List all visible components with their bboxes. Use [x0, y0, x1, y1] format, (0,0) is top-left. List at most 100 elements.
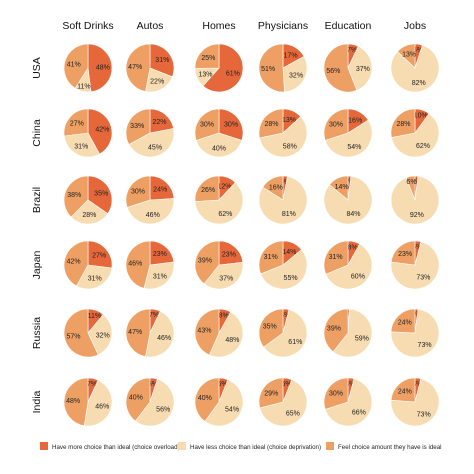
- pct-label-india-soft-drinks-s1: 46%: [95, 404, 109, 411]
- row-label-russia: Russia: [31, 317, 43, 349]
- pie-slice-india-jobs-s1: [390, 378, 440, 427]
- pie-russia-education: 1% 59% 39%: [323, 308, 373, 358]
- pct-label-usa-autos-s0: 31%: [155, 57, 169, 64]
- pie-slice-japan-jobs-s1: [390, 241, 440, 290]
- pie-slice-china-jobs-s1: [391, 113, 440, 158]
- pct-label-china-physicians-s2: 28%: [264, 121, 278, 128]
- legend-label-2: Feel choice amount they have is ideal: [338, 444, 442, 451]
- legend-swatch-2: [326, 442, 334, 450]
- pct-label-japan-physicians-s2: 31%: [264, 254, 278, 261]
- pies: 48% 11% 41% 31% 22% 47% 61% 13% 25% 17% 32% 51% 7% 37…: [63, 43, 440, 427]
- pct-label-russia-autos-s1: 46%: [157, 335, 171, 342]
- row-label-japan: Japan: [31, 251, 43, 280]
- pct-label-japan-soft-drinks-s0: 27%: [92, 253, 106, 260]
- legend-swatch-0: [40, 442, 48, 450]
- pie-russia-homes: 8% 48% 43%: [194, 308, 244, 358]
- pct-label-china-jobs-s1: 62%: [416, 143, 430, 150]
- legend: Have more choice than ideal (choice over…: [40, 442, 442, 451]
- pct-label-japan-autos-s0: 23%: [153, 251, 167, 258]
- pie-slice-russia-soft-drinks-s1: [87, 314, 113, 356]
- pie-slice-india-homes-s1: [204, 379, 244, 427]
- pie-slice-usa-homes-s0: [202, 43, 244, 93]
- pie-brazil-jobs: 2% 92% 6%: [390, 175, 440, 225]
- pct-label-china-soft-drinks-s0: 42%: [95, 127, 109, 134]
- pie-slice-china-autos-s2: [125, 108, 151, 145]
- pct-label-usa-jobs-s0: 5%: [413, 47, 423, 54]
- pie-slice-china-education-s1: [324, 119, 373, 158]
- pct-label-china-soft-drinks-s1: 31%: [74, 144, 88, 151]
- pie-slice-japan-autos-s1: [143, 261, 175, 290]
- pct-label-japan-jobs-s2: 23%: [398, 251, 412, 258]
- pie-slice-china-homes-s2: [194, 108, 220, 141]
- pct-label-russia-homes-s1: 48%: [225, 337, 239, 344]
- pie-slice-india-jobs-s2: [390, 377, 416, 403]
- pie-slice-russia-homes-s1: [208, 311, 244, 358]
- pct-label-usa-education-s2: 56%: [326, 68, 340, 75]
- pie-japan-physicians: 14% 55% 31%: [258, 240, 308, 290]
- pct-label-china-autos-s1: 45%: [148, 144, 162, 151]
- pie-slice-india-autos-s1: [134, 378, 175, 427]
- pie-slice-usa-physicians-s1: [282, 56, 308, 93]
- pie-slice-usa-autos-s1: [145, 67, 173, 93]
- pie-japan-education: 8% 60% 31%: [323, 240, 373, 290]
- pie-slice-china-soft-drinks-s0: [87, 108, 113, 155]
- pie-slice-usa-education-s1: [347, 45, 373, 91]
- pie-usa-homes: 61% 13% 25%: [194, 43, 244, 93]
- pct-label-india-education-s1: 66%: [352, 410, 366, 417]
- pie-slice-china-autos-s1: [128, 128, 175, 158]
- pct-label-usa-education-s0: 7%: [347, 47, 357, 54]
- pct-label-japan-autos-s2: 46%: [128, 261, 142, 268]
- pie-slice-japan-education-s2: [323, 240, 349, 275]
- pct-label-usa-education-s1: 37%: [356, 66, 370, 73]
- pct-label-brazil-homes-s1: 62%: [218, 211, 232, 218]
- pie-china-soft-drinks: 42% 31% 27%: [63, 108, 113, 158]
- pct-label-russia-education-s1: 59%: [355, 336, 369, 343]
- pct-label-brazil-autos-s0: 24%: [153, 187, 167, 194]
- pct-label-china-physicians-s1: 58%: [283, 144, 297, 151]
- pie-slice-japan-homes-s0: [218, 240, 244, 266]
- pie-slice-brazil-soft-drinks-s2: [63, 175, 89, 218]
- pct-label-india-soft-drinks-s0: 7%: [87, 381, 97, 388]
- pie-japan-homes: 23% 37% 39%: [194, 240, 244, 290]
- pct-label-brazil-autos-s2: 30%: [131, 189, 145, 196]
- pct-label-usa-physicians-s0: 17%: [284, 53, 298, 60]
- pct-label-india-physicians-s2: 29%: [264, 390, 278, 397]
- pie-india-education: 4% 66% 30%: [323, 377, 373, 427]
- pct-label-brazil-autos-s1: 46%: [146, 212, 160, 219]
- pie-slice-japan-jobs-s2: [390, 240, 416, 266]
- pct-label-india-homes-s0: 6%: [217, 381, 227, 388]
- pct-label-japan-education-s2: 31%: [329, 254, 343, 261]
- pie-slice-russia-jobs-s2: [390, 308, 416, 334]
- pie-slice-japan-homes-s2: [194, 240, 220, 285]
- pct-label-china-education-s1: 54%: [347, 144, 361, 151]
- pie-russia-autos: 7% 46% 47%: [125, 308, 175, 358]
- pie-slice-india-soft-drinks-s2: [63, 377, 89, 427]
- pct-label-brazil-soft-drinks-s0: 35%: [94, 191, 108, 198]
- pct-label-usa-soft-drinks-s1: 11%: [77, 84, 91, 91]
- pie-japan-autos: 23% 31% 46%: [125, 240, 175, 290]
- pct-label-india-physicians-s0: 6%: [281, 381, 291, 388]
- pie-slice-china-jobs-s2: [390, 108, 416, 138]
- row-label-brazil: Brazil: [31, 187, 43, 213]
- row-label-china: China: [31, 119, 43, 147]
- column-label-soft-drinks: Soft Drinks: [62, 20, 113, 32]
- pct-label-brazil-education-s2: 14%: [335, 184, 349, 191]
- pie-slice-brazil-autos-s1: [126, 198, 175, 225]
- pie-slice-japan-soft-drinks-s1: [76, 264, 113, 290]
- pie-russia-soft-drinks: 11% 32% 57%: [63, 308, 113, 358]
- pie-slice-russia-education-s1: [332, 308, 373, 358]
- pct-label-usa-homes-s2: 25%: [201, 55, 215, 62]
- pct-label-usa-jobs-s2: 13%: [402, 52, 416, 59]
- pie-slice-brazil-autos-s2: [125, 175, 151, 208]
- pct-label-india-jobs-s1: 73%: [417, 411, 431, 418]
- pct-label-brazil-homes-s0: 12%: [217, 184, 231, 191]
- pct-label-usa-autos-s2: 47%: [128, 64, 142, 71]
- pie-slice-india-physicians-s2: [258, 377, 284, 409]
- pie-slice-usa-jobs-s2: [397, 43, 416, 69]
- pie-slice-russia-soft-drinks-s2: [63, 308, 99, 358]
- row-label-usa: USA: [31, 57, 43, 79]
- pct-label-china-homes-s2: 30%: [200, 122, 214, 129]
- pct-label-india-education-s2: 30%: [329, 391, 343, 398]
- pct-label-japan-physicians-s0: 14%: [282, 249, 296, 256]
